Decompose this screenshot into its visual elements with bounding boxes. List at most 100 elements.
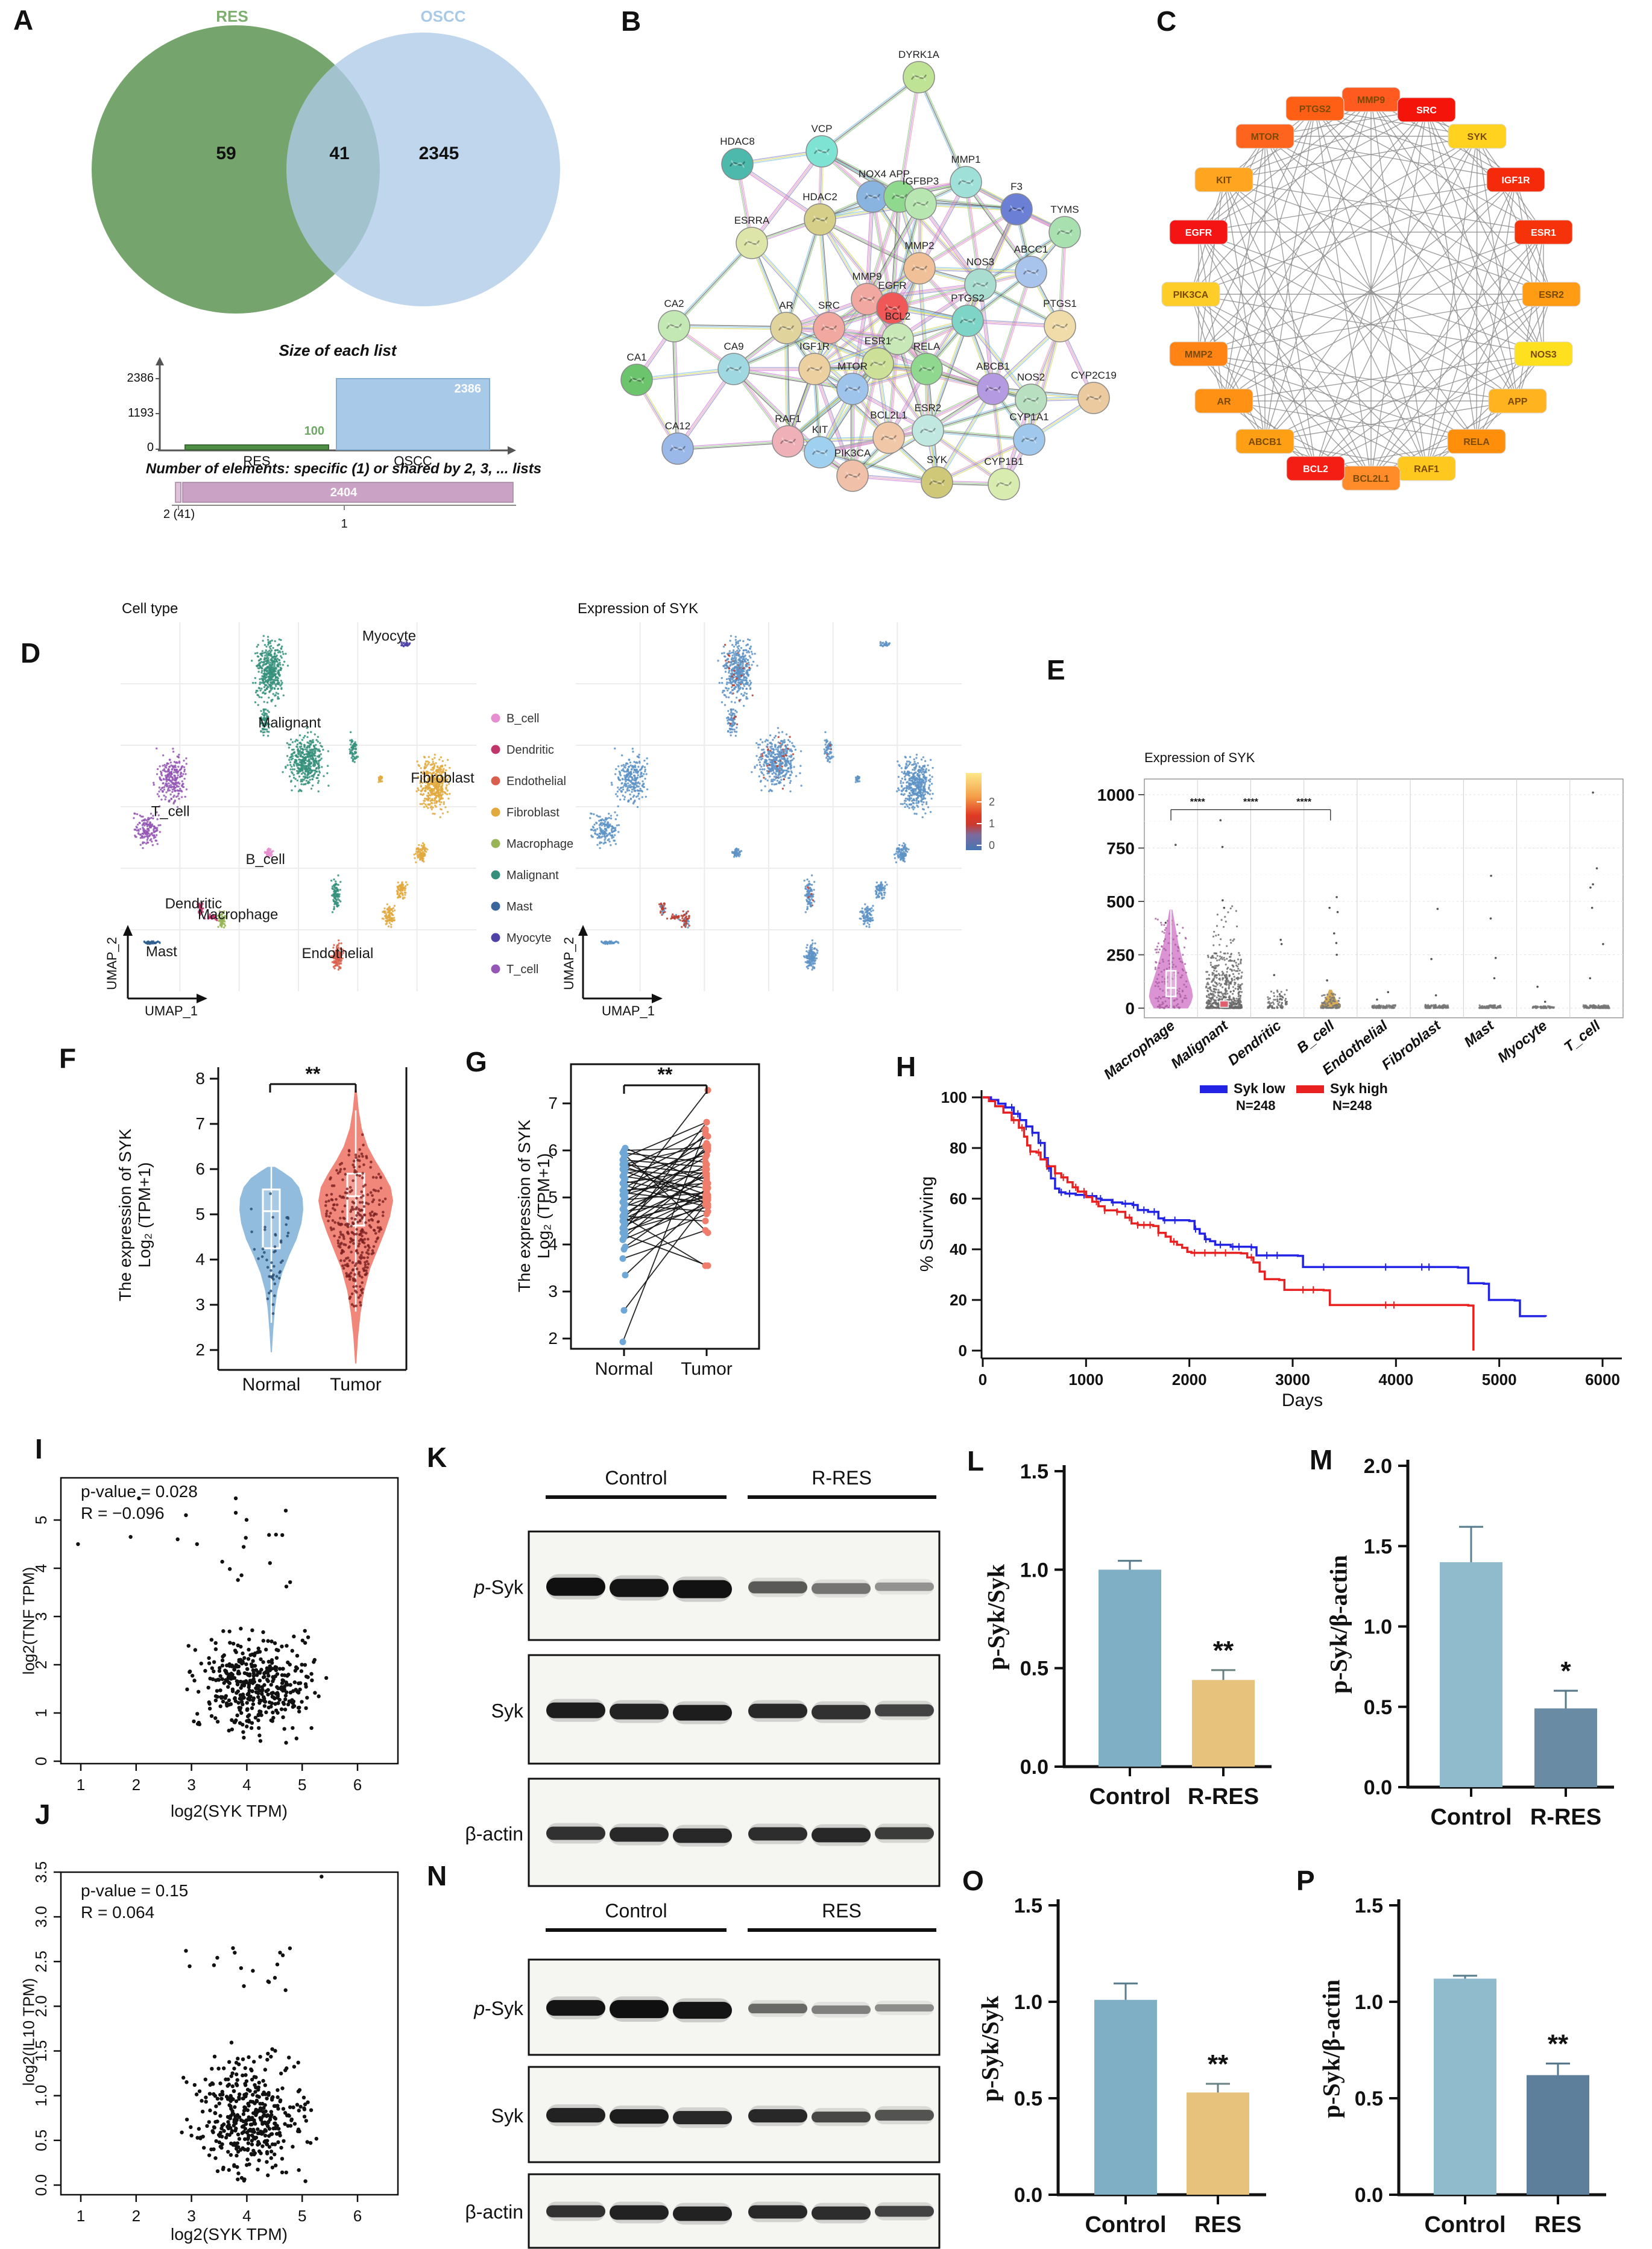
scatter-j-r: R = 0.064 bbox=[81, 1903, 155, 1922]
hub-node-PTGS2: PTGS2 bbox=[1285, 96, 1345, 121]
venn-left-count: 59 bbox=[216, 144, 236, 163]
svg-text:HDAC2: HDAC2 bbox=[802, 191, 837, 203]
bar-control bbox=[1440, 1562, 1502, 1787]
svg-text:SYK: SYK bbox=[1468, 132, 1487, 142]
panel-j-scatter: 1 2 3 4 5 60.00.51.01.52.02.53.03.5 bbox=[32, 1861, 399, 2225]
panel-label-i: I bbox=[35, 1433, 43, 1465]
panel-label-o: O bbox=[962, 1865, 984, 1896]
hub-node-SYK: SYK bbox=[1448, 124, 1507, 149]
svg-text:RAF1: RAF1 bbox=[775, 413, 801, 424]
hub-node-PIK3CA: PIK3CA bbox=[1161, 282, 1220, 307]
panel-label-f: F bbox=[59, 1042, 77, 1074]
elements-left-tick: 2 (41) bbox=[163, 508, 195, 521]
svg-text:RELA: RELA bbox=[913, 341, 941, 352]
elements-chart-title: Number of elements: specific (1) or shar… bbox=[145, 461, 542, 477]
svg-text:CYP2C19: CYP2C19 bbox=[1071, 370, 1117, 381]
svg-text:NOS3: NOS3 bbox=[966, 256, 994, 268]
scatter-j-ylabel: log2(IL10 TPM) bbox=[19, 1978, 38, 2086]
panel-label-j: J bbox=[35, 1799, 51, 1830]
panel-label-m: M bbox=[1310, 1444, 1333, 1475]
panel-label-d: D bbox=[20, 637, 41, 669]
network-node-CYP1B1: CYP1B1 bbox=[984, 456, 1024, 500]
svg-text:MMP2: MMP2 bbox=[1185, 350, 1212, 360]
svg-text:BCL2: BCL2 bbox=[1303, 464, 1328, 475]
blot-box-Syk bbox=[528, 1654, 941, 1765]
hub-node-EGFR: EGFR bbox=[1169, 219, 1228, 245]
panel-label-k: K bbox=[427, 1442, 447, 1473]
svg-text:CA9: CA9 bbox=[724, 341, 743, 352]
scatter-j-pvalue: p-value = 0.15 bbox=[81, 1881, 189, 1900]
hub-node-SRC: SRC bbox=[1397, 97, 1456, 122]
bar-l-ylabel: p-Syk/Syk bbox=[982, 1564, 1010, 1670]
network-node-MMP2: MMP2 bbox=[903, 240, 936, 285]
hub-node-BCL2: BCL2 bbox=[1286, 456, 1345, 481]
umap-left-ylabel: UMAP_2 bbox=[104, 936, 119, 991]
svg-text:ESR2: ESR2 bbox=[915, 402, 941, 414]
svg-text:APP: APP bbox=[1508, 397, 1528, 407]
svg-text:IGFBP3: IGFBP3 bbox=[903, 175, 939, 187]
violin-e-title: Expression of SYK bbox=[1144, 750, 1255, 765]
svg-text:ESRRA: ESRRA bbox=[734, 215, 770, 226]
hub-node-MMP9: MMP9 bbox=[1341, 87, 1401, 112]
svg-text:DYRK1A: DYRK1A bbox=[898, 49, 940, 60]
network-node-PIK3CA: PIK3CA bbox=[834, 447, 871, 492]
km-xlabel: Days bbox=[1281, 1390, 1323, 1410]
svg-text:EGFR: EGFR bbox=[1185, 228, 1212, 238]
network-node-F3: F3 bbox=[1000, 181, 1033, 226]
venn-left-label: RES bbox=[216, 7, 248, 25]
bar-control bbox=[1434, 1978, 1496, 2195]
hub-node-MTOR: MTOR bbox=[1235, 124, 1294, 149]
elements-bar-value: 2404 bbox=[330, 486, 358, 499]
hub-node-RELA: RELA bbox=[1447, 429, 1506, 454]
network-node-ESR1: ESR1 bbox=[862, 335, 894, 380]
panel-label-p: P bbox=[1296, 1865, 1315, 1896]
km-curve-syk-low bbox=[983, 1096, 1547, 1317]
svg-text:AR: AR bbox=[1217, 397, 1231, 407]
svg-text:CA2: CA2 bbox=[664, 298, 684, 309]
svg-text:IGF1R: IGF1R bbox=[799, 341, 830, 352]
paired-g-ylabel-line2: Log₂ (TPM+1) bbox=[534, 1153, 553, 1259]
hub-node-ABCB1: ABCB1 bbox=[1235, 429, 1294, 454]
network-node-DYRK1A: DYRK1A bbox=[898, 49, 940, 93]
venn-right-count: 2345 bbox=[418, 144, 459, 163]
svg-text:EGFR: EGFR bbox=[878, 280, 906, 291]
svg-text:RELA: RELA bbox=[1463, 437, 1490, 447]
network-node-MMP1: MMP1 bbox=[950, 154, 982, 198]
svg-text:IGF1R: IGF1R bbox=[1501, 175, 1530, 186]
network-node-TYMS: TYMS bbox=[1048, 204, 1081, 248]
panel-label-g: G bbox=[465, 1046, 487, 1077]
network-node-NOX4: NOX4 bbox=[856, 168, 889, 213]
size-cat-res: RES bbox=[243, 453, 271, 468]
paired-g-ylabel: The expression of SYK Log₂ (TPM+1) bbox=[515, 1120, 553, 1292]
svg-text:PTGS2: PTGS2 bbox=[951, 292, 985, 304]
size-ytick: 0 bbox=[147, 441, 154, 454]
svg-text:VCP: VCP bbox=[812, 123, 833, 134]
size-value-oscc: 2386 bbox=[454, 382, 482, 396]
bar-elements bbox=[182, 482, 514, 503]
network-node-HDAC2: HDAC2 bbox=[802, 191, 837, 236]
violin-f-ylabel-line1: The expression of SYK bbox=[116, 1128, 134, 1302]
network-node-KIT: KIT bbox=[804, 424, 836, 468]
elements-center-tick: 1 bbox=[341, 517, 348, 531]
bar-r-res bbox=[1192, 1680, 1255, 1767]
bar-res bbox=[184, 444, 329, 450]
svg-text:ESR1: ESR1 bbox=[865, 335, 891, 347]
svg-text:CYP1A1: CYP1A1 bbox=[1009, 411, 1048, 423]
svg-text:RAF1: RAF1 bbox=[1414, 464, 1439, 475]
svg-text:MMP9: MMP9 bbox=[1357, 95, 1385, 106]
panel-e-violin: 10007505002500MacrophageMalignantDendrit… bbox=[1097, 778, 1624, 1083]
scatter-i-pvalue: p-value = 0.028 bbox=[81, 1482, 198, 1501]
umap-right-title: Expression of SYK bbox=[578, 601, 699, 617]
hub-node-BCL2L1: BCL2L1 bbox=[1341, 465, 1401, 491]
panel-c-network: MMP9 SRC SYK IGF1R ESR1 ESR2 NOS3 APP RELA RAF1 BC… bbox=[1161, 87, 1581, 491]
svg-text:NOS3: NOS3 bbox=[1530, 350, 1557, 360]
network-node-PTGS1: PTGS1 bbox=[1043, 298, 1077, 342]
hub-node-ESR1: ESR1 bbox=[1514, 219, 1573, 245]
bar-oscc bbox=[336, 378, 490, 450]
